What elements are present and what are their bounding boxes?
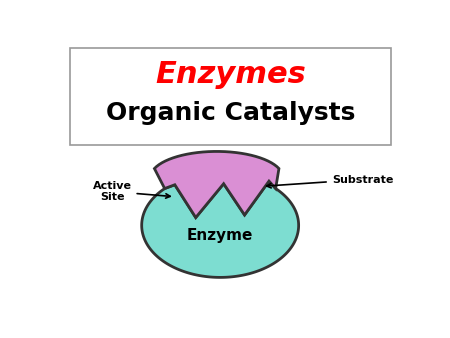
- Polygon shape: [154, 151, 279, 218]
- Text: Enzyme: Enzyme: [187, 228, 253, 243]
- Text: Organic Catalysts: Organic Catalysts: [106, 101, 356, 125]
- Polygon shape: [142, 181, 299, 277]
- Text: Substrate: Substrate: [267, 174, 393, 188]
- FancyBboxPatch shape: [70, 48, 391, 145]
- Text: Active
Site: Active Site: [93, 181, 170, 202]
- Text: Enzymes: Enzymes: [155, 60, 306, 89]
